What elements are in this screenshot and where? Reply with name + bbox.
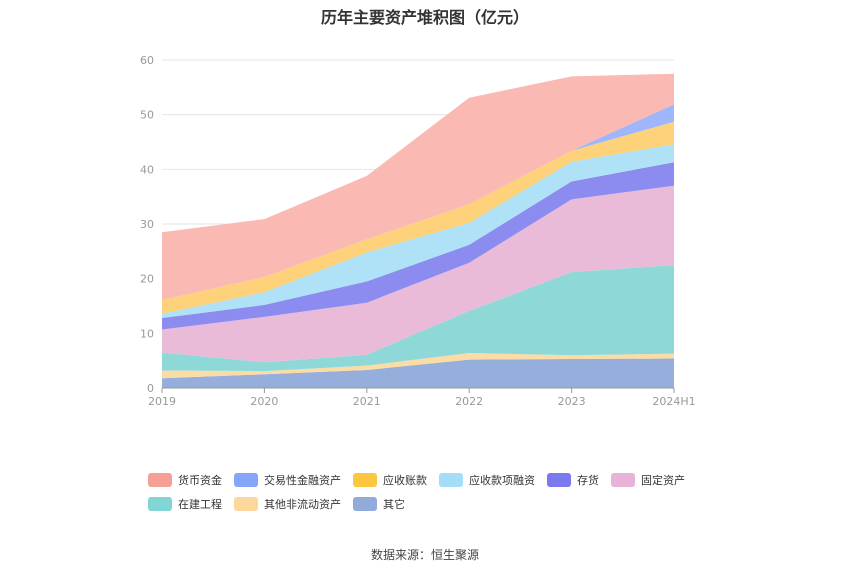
legend-label: 应收账款 bbox=[383, 474, 427, 487]
legend-swatch bbox=[439, 473, 463, 487]
legend-swatch bbox=[611, 473, 635, 487]
legend-item[interactable]: 固定资产 bbox=[611, 472, 685, 488]
legend-swatch bbox=[148, 497, 172, 511]
legend-swatch bbox=[234, 473, 258, 487]
legend-item[interactable]: 货币资金 bbox=[148, 472, 222, 488]
x-tick-label: 2019 bbox=[148, 395, 176, 408]
y-tick-label: 60 bbox=[140, 54, 154, 67]
legend-label: 其它 bbox=[383, 498, 405, 511]
legend-swatch bbox=[148, 473, 172, 487]
area-series-5 bbox=[162, 144, 674, 318]
area-series-4 bbox=[162, 162, 674, 330]
legend-swatch bbox=[234, 497, 258, 511]
legend-label: 在建工程 bbox=[178, 498, 222, 511]
chart-legend: 货币资金 交易性金融资产 应收账款 应收款项融资 存货 固定资产在建工程 其他非流动资产 其它 bbox=[148, 472, 728, 512]
area-series-2 bbox=[162, 265, 674, 372]
legend-label: 交易性金融资产 bbox=[264, 474, 341, 487]
legend-item[interactable]: 在建工程 bbox=[148, 496, 222, 512]
legend-item[interactable]: 应收账款 bbox=[353, 472, 427, 488]
y-tick-label: 30 bbox=[140, 218, 154, 231]
y-tick-label: 20 bbox=[140, 273, 154, 286]
chart-title: 历年主要资产堆积图（亿元） bbox=[320, 8, 529, 27]
area-series-1 bbox=[162, 353, 674, 379]
y-tick-label: 0 bbox=[147, 382, 154, 395]
legend-label: 其他非流动资产 bbox=[264, 498, 341, 511]
area-series-0 bbox=[162, 358, 674, 388]
data-source-note: 数据来源：恒生聚源 bbox=[370, 548, 479, 562]
x-tick-label: 2021 bbox=[353, 395, 381, 408]
legend-label: 固定资产 bbox=[641, 474, 685, 487]
x-tick-label: 2020 bbox=[250, 395, 278, 408]
y-tick-label: 10 bbox=[140, 327, 154, 340]
legend-swatch bbox=[353, 497, 377, 511]
area-series-8 bbox=[162, 73, 674, 300]
legend-item[interactable]: 其他非流动资产 bbox=[234, 496, 341, 512]
y-tick-label: 40 bbox=[140, 163, 154, 176]
legend-item[interactable]: 交易性金融资产 bbox=[234, 472, 341, 488]
x-tick-label: 2022 bbox=[455, 395, 483, 408]
stacked-area-chart: 0 10 20 30 40 50 60 2019 2020 2021 2022 2023 2024H1 bbox=[140, 54, 696, 408]
area-series-3 bbox=[162, 185, 674, 363]
legend-swatch bbox=[353, 473, 377, 487]
area-series-6 bbox=[162, 121, 674, 314]
legend-label: 应收款项融资 bbox=[469, 474, 535, 487]
legend-label: 货币资金 bbox=[178, 474, 222, 487]
legend-swatch bbox=[547, 473, 571, 487]
y-tick-label: 50 bbox=[140, 109, 154, 122]
x-tick-label: 2024H1 bbox=[652, 395, 695, 408]
legend-item[interactable]: 其它 bbox=[353, 496, 405, 512]
x-tick-label: 2023 bbox=[558, 395, 586, 408]
legend-label: 存货 bbox=[577, 474, 599, 487]
legend-item[interactable]: 存货 bbox=[547, 472, 599, 488]
legend-item[interactable]: 应收款项融资 bbox=[439, 472, 535, 488]
